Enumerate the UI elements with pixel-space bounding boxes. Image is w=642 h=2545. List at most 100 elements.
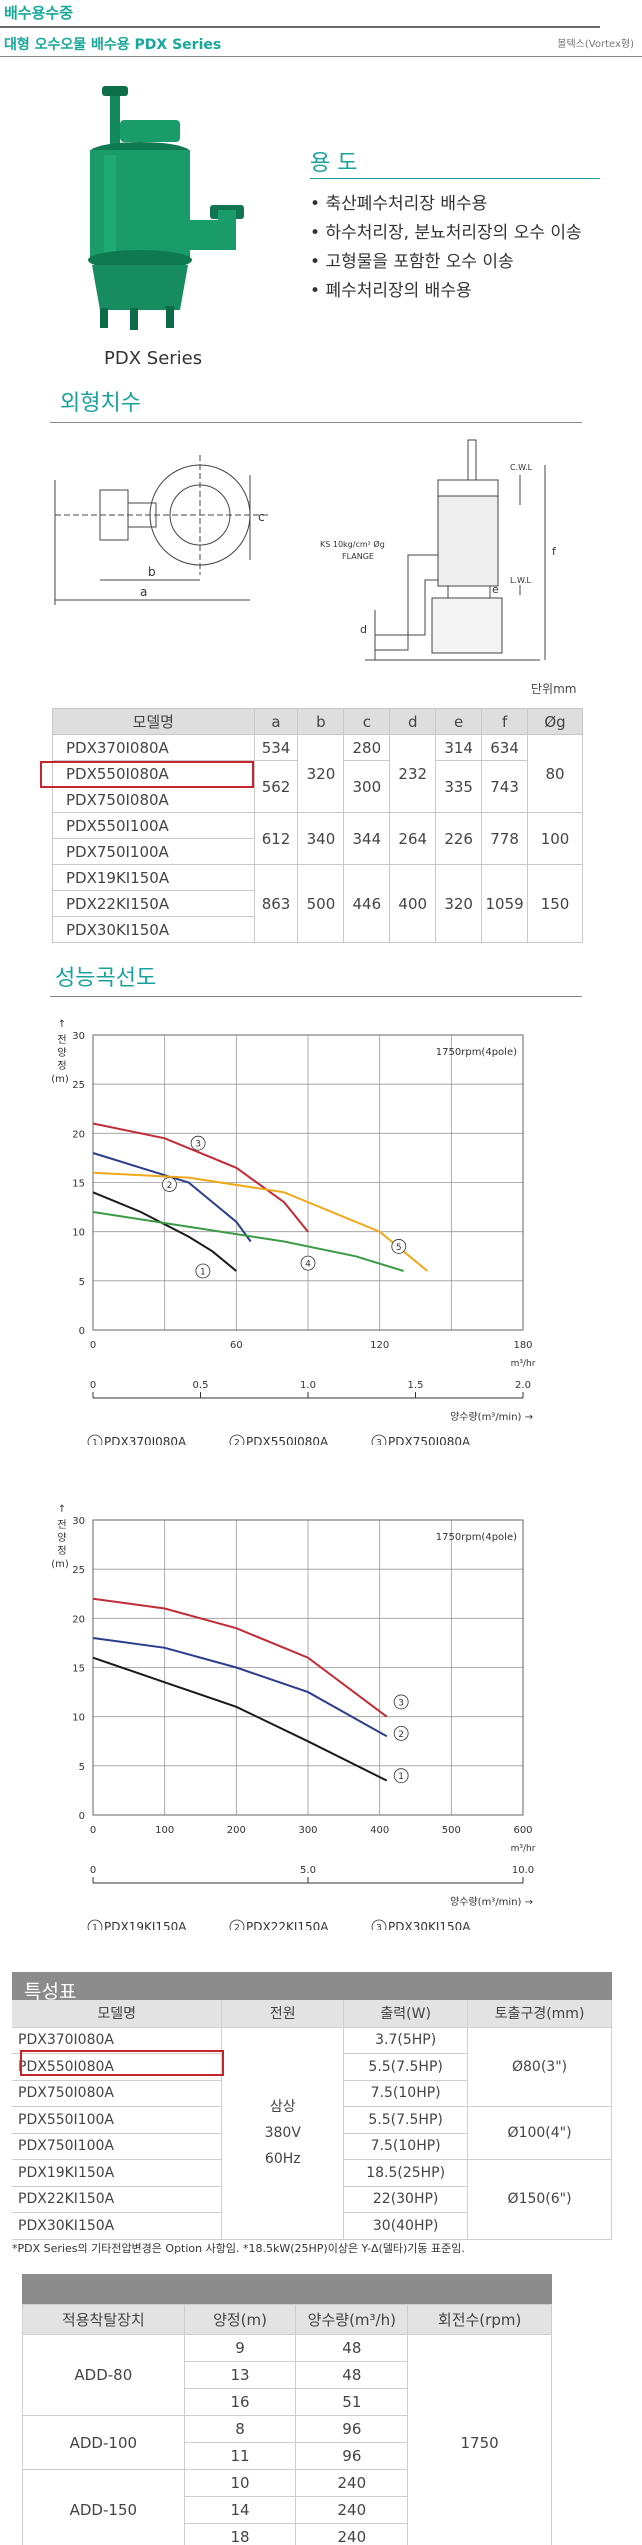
table-row: PDX30KI150A <box>52 916 583 943</box>
pump-product-image <box>88 86 244 330</box>
legend-marker-label: 1 <box>92 1439 98 1446</box>
series-marker <box>300 1255 316 1271</box>
spec-note: *PDX Series의 기타전압변경은 Option 사항임. *18.5kW… <box>12 2242 465 2255</box>
x2-tick-label: 2.0 <box>515 1380 531 1391</box>
table-row: 16 51 <box>23 2388 552 2416</box>
speed-label: 1750rpm(4pole) <box>436 1047 517 1058</box>
type-label: 볼텍스(Vortex형) <box>557 39 634 50</box>
column-header: 모델명 <box>12 2000 223 2028</box>
series-line <box>92 1637 388 1738</box>
x2-tick-label: 0 <box>90 1865 96 1876</box>
series-marker <box>393 1768 409 1784</box>
plot-frame <box>92 1519 524 1816</box>
power-cell: 삼상 380V 60Hz <box>221 2027 345 2240</box>
category-title: 배수용수중 <box>4 4 74 22</box>
spec-table: 모델명 전원 출력(W) 토출구경(mm) PDX370I080A 삼상 380… <box>12 2000 612 2240</box>
uses-item: • 축산폐수처리장 배수용 <box>310 194 488 214</box>
x-axis-unit: m³/hr <box>511 1359 536 1369</box>
x2-axis-label: 양수량(m³/min) → <box>450 1896 533 1908</box>
y-axis-label: 정 <box>57 1060 66 1072</box>
table-row: PDX370I080A 삼상 380V 60Hz 3.7(5HP) Ø80(3"… <box>12 2027 612 2240</box>
table-row: PDX750I080A 7.5(10HP) <box>12 2080 612 2107</box>
performance-divider <box>50 996 582 997</box>
x2-tick-label: 1.5 <box>408 1380 424 1391</box>
spec-header-bar <box>12 1972 612 2000</box>
y-axis-label: 정 <box>57 1545 66 1557</box>
highlight-box <box>20 2050 224 2076</box>
table-row: ADD-100 8 96 <box>22 2415 552 2470</box>
legend-label: PDX19KI150A <box>104 1920 187 1930</box>
table-row: PDX22KI150A 22(30HP) <box>12 2186 612 2213</box>
column-header: a <box>253 708 299 735</box>
x-tick-label: 60 <box>230 1340 243 1351</box>
dimensions-table: 모델명 a b c d e f Øg PDX370I080A 534 320 2… <box>52 708 583 943</box>
dim-label: a <box>140 585 147 599</box>
series-marker-label: 1 <box>200 1268 206 1278</box>
spec-title: 특성표 <box>24 1981 77 2003</box>
dim-label: b <box>148 565 156 579</box>
table-row: PDX550I080A 5.5(7.5HP) <box>12 2053 612 2081</box>
plot-frame <box>92 1034 524 1331</box>
product-caption: PDX Series <box>104 348 203 369</box>
y-tick-label: 10 <box>72 1713 85 1724</box>
y-tick-label: 15 <box>72 1179 85 1190</box>
y-axis-unit: (m) <box>51 1559 69 1570</box>
y-tick-label: 15 <box>72 1664 85 1675</box>
series-line <box>92 1122 309 1233</box>
table-row: PDX370I080A 534 320 280 232 314 634 80 <box>52 734 583 813</box>
add-header-bar <box>22 2274 552 2304</box>
series-marker <box>391 1239 407 1254</box>
x2-tick-label: 0.5 <box>193 1380 209 1391</box>
x2-tick-label: 0 <box>90 1380 96 1391</box>
y-tick-label: 25 <box>72 1565 85 1576</box>
column-header: 전원 <box>221 2000 345 2028</box>
uses-list: • 축산폐수처리장 배수용 • 하수처리장, 분뇨처리장의 오수 이송 • 고형… <box>310 190 582 306</box>
legend-marker-label: 2 <box>234 1439 240 1446</box>
series-marker <box>393 1694 409 1710</box>
y-tick-label: 25 <box>72 1080 85 1091</box>
y-tick-label: 20 <box>72 1614 85 1625</box>
column-header: 모델명 <box>52 708 255 735</box>
legend-marker-label: 3 <box>376 1439 382 1446</box>
header-divider <box>0 26 600 28</box>
legend-marker <box>229 1434 245 1445</box>
table-row: PDX550I100A 5.5(7.5HP) Ø100(4") <box>12 2106 612 2160</box>
column-header: c <box>343 708 391 735</box>
y-axis-unit: (m) <box>51 1074 69 1085</box>
series-marker <box>195 1263 211 1279</box>
x2-tick-label: 5.0 <box>300 1865 316 1876</box>
dim-label: f <box>552 545 557 558</box>
y-tick-label: 5 <box>79 1762 85 1773</box>
uses-item: • 고형물을 포함한 오수 이송 <box>310 252 514 272</box>
y-tick-label: 30 <box>72 1516 85 1527</box>
y-axis-arrow: ↑ <box>58 1019 66 1030</box>
series-marker-label: 1 <box>398 1772 404 1782</box>
table-header-row: 모델명 a b c d e f Øg <box>52 708 583 735</box>
legend-label: PDX22KI150A <box>246 1920 329 1930</box>
y-tick-label: 5 <box>79 1277 85 1288</box>
column-header: 출력(W) <box>343 2000 469 2028</box>
x-tick-label: 0 <box>90 1825 96 1836</box>
uses-title: 용 도 <box>310 151 358 176</box>
dim-label: C.W.L <box>510 463 533 472</box>
y-tick-label: 20 <box>72 1129 85 1140</box>
legend-label: PDX550I080A <box>246 1435 329 1445</box>
x-tick-label: 180 <box>513 1340 532 1351</box>
legend-label: PDX30KI150A <box>388 1920 471 1930</box>
table-header-row: 적용착탈장치 양정(m) 양수량(m³/h) 회전수(rpm) <box>22 2304 552 2335</box>
series-subtitle: 대형 오수오물 배수용 PDX Series <box>4 37 222 53</box>
table-row: PDX19KI150A 18.5(25HP) Ø150(6") <box>12 2159 612 2240</box>
uses-item: • 폐수처리장의 배수용 <box>310 281 472 301</box>
legend-marker-label: 2 <box>234 1924 240 1931</box>
uses-divider <box>310 178 600 179</box>
column-header: b <box>297 708 345 735</box>
column-header: Øg <box>527 708 583 735</box>
dim-label: KS 10kg/cm² Øg <box>320 539 385 549</box>
dim-label: L.W.L <box>510 576 532 585</box>
series-marker-label: 2 <box>167 1181 173 1191</box>
table-row: PDX550I080A 562 300 335 743 <box>52 760 583 813</box>
series-marker-label: 3 <box>195 1140 201 1150</box>
series-line <box>92 1152 252 1243</box>
legend-marker <box>87 1919 103 1930</box>
column-header: 적용착탈장치 <box>22 2304 185 2335</box>
